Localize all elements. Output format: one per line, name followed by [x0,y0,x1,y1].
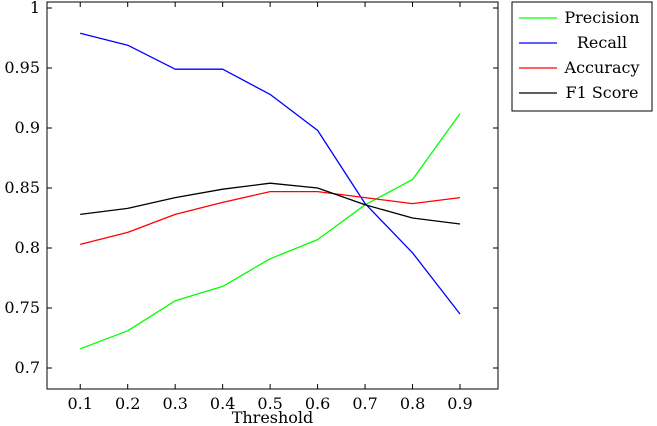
y-tick-label: 0.8 [15,238,40,257]
x-tick-label: 0.2 [115,394,140,413]
y-tick-label: 0.9 [15,118,40,137]
x-tick-label: 0.9 [447,394,472,413]
y-tick-label: 1 [30,0,40,17]
legend-label-accuracy: Accuracy [564,58,640,77]
series-line-recall [80,32,461,315]
plot-area [46,1,499,390]
legend-label-recall: Recall [577,33,627,52]
x-tick-label: 0.4 [210,394,235,413]
y-tick-label: 0.85 [4,178,40,197]
series-layer [79,32,461,350]
x-tick-label: 0.1 [68,394,93,413]
x-tick-label: 0.6 [305,394,330,413]
legend-label-precision: Precision [564,8,639,27]
plot-frame [46,1,499,390]
x-tick-label: 0.8 [400,394,425,413]
series-line-accuracy [80,190,461,246]
series-line-precision [79,113,461,350]
y-tick-label: 0.7 [15,358,40,377]
series-line-f1-score [80,182,461,225]
y-tick-label: 0.75 [4,298,40,317]
x-axis-title: Threshold [232,408,314,426]
y-tick-label: 0.95 [4,58,40,77]
x-tick-label: 0.7 [352,394,377,413]
axes-layer: 0.7 0.75 0.8 0.85 0.9 0.95 1 0.1 0.2 0.3 0.4 0.5 0.6… [4,0,498,413]
legend: Precision Recall Accuracy F1 Score [511,1,653,112]
x-tick-label: 0.5 [257,394,282,413]
legend-label-f1-score: F1 Score [565,83,638,102]
x-tick-label: 0.3 [162,394,187,413]
